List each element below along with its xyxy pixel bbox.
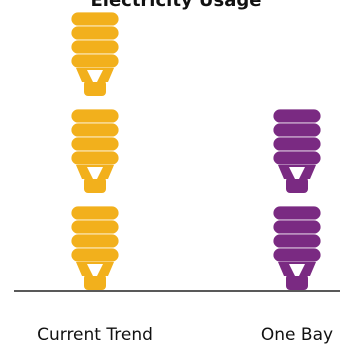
bulb-coil: [272, 247, 322, 263]
bulb-coil: [70, 122, 120, 138]
x-tick-label: Current Trend: [37, 325, 153, 345]
bulb-icon: [70, 108, 120, 193]
bulb-socket: [289, 264, 305, 276]
chart-title: Electricity Usage: [90, 0, 261, 11]
bulb-base: [84, 80, 106, 96]
bulb-coil: [70, 150, 120, 166]
bulb-coil: [70, 219, 120, 235]
bulb-socket: [289, 167, 305, 179]
bulb-socket: [87, 264, 103, 276]
bulb-icon: [272, 205, 322, 290]
bulb-coil: [70, 205, 120, 221]
bulb-icon: [70, 11, 120, 96]
bulb-coil: [70, 247, 120, 263]
bulb-coil: [272, 122, 322, 138]
bulb-icon: [272, 108, 322, 193]
bulb-coil: [272, 108, 322, 124]
bulb-coil: [272, 205, 322, 221]
bulb-base: [286, 177, 308, 193]
bulb-coil: [70, 136, 120, 152]
bulb-socket: [87, 70, 103, 82]
bulb-coil: [272, 136, 322, 152]
bulb-base: [286, 274, 308, 290]
bulb-socket: [87, 167, 103, 179]
bulb-coil: [272, 219, 322, 235]
bulb-icon: [70, 205, 120, 290]
bulb-coil: [70, 39, 120, 55]
bulb-coil: [70, 53, 120, 69]
bulb-coil: [272, 150, 322, 166]
bulb-coil: [70, 11, 120, 27]
bulb-coil: [272, 233, 322, 249]
bulb-coil: [70, 233, 120, 249]
bulb-base: [84, 177, 106, 193]
x-tick-label: One Bay: [261, 325, 333, 345]
bulb-coil: [70, 108, 120, 124]
bulb-base: [84, 274, 106, 290]
bulb-coil: [70, 25, 120, 41]
